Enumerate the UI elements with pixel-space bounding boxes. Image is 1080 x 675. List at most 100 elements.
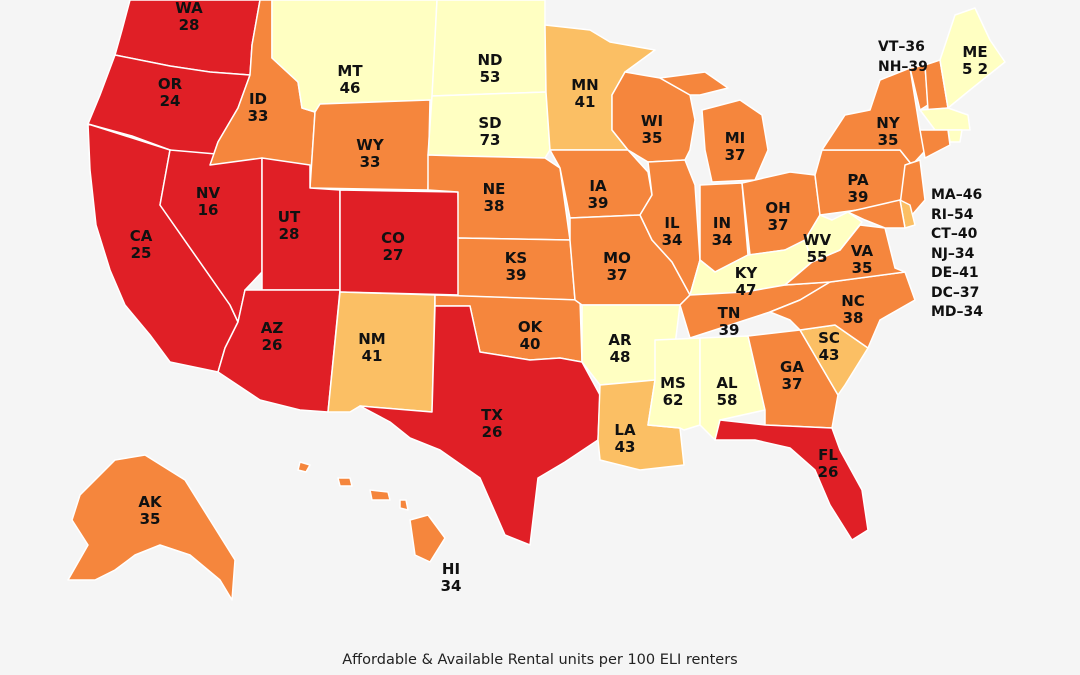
state-value: 34 — [712, 231, 733, 249]
state-value: 38 — [843, 309, 864, 327]
state-code: IN — [713, 214, 731, 232]
state-label-az: AZ 26 — [261, 319, 284, 354]
state-code: ND — [477, 51, 502, 69]
state-code: AK — [138, 493, 163, 511]
state-value: 53 — [480, 68, 501, 86]
state-label-ar: AR 48 — [608, 331, 632, 366]
state-ak — [67, 454, 236, 601]
small-state-entry: VT–36 — [878, 39, 925, 55]
state-value: 26 — [262, 336, 283, 354]
state-value: 35 — [852, 259, 873, 277]
state-value: 37 — [782, 375, 803, 393]
state-label-ut: UT 28 — [278, 208, 301, 243]
small-state-entry: NJ–34 — [931, 245, 975, 262]
state-code: AL — [716, 374, 738, 392]
state-value: 41 — [362, 347, 383, 365]
state-value: 58 — [717, 391, 738, 409]
state-code: AZ — [261, 319, 284, 337]
state-code: LA — [614, 421, 636, 439]
state-label-fl: FL 26 — [818, 446, 839, 481]
map-caption: Affordable & Available Rental units per … — [342, 652, 738, 668]
state-value: 37 — [725, 146, 746, 164]
state-value: 16 — [198, 201, 219, 219]
state-label-mn: MN 41 — [571, 76, 598, 111]
state-value: 28 — [179, 16, 200, 34]
state-value: 73 — [480, 131, 501, 149]
state-fl — [714, 419, 869, 541]
state-code: ID — [249, 90, 267, 108]
state-code: MT — [337, 62, 363, 80]
state-code: NE — [483, 180, 506, 198]
state-label-ks: KS 39 — [505, 249, 527, 284]
small-state-entry: MA–46 — [931, 187, 983, 203]
state-code: NY — [876, 114, 901, 132]
state-value: 28 — [279, 225, 300, 243]
state-wy — [309, 99, 431, 191]
state-label-id: ID 33 — [248, 90, 269, 125]
state-label-ne: NE 38 — [483, 180, 506, 215]
state-label-ky: KY 47 — [735, 264, 759, 299]
state-ct — [919, 129, 951, 159]
state-code: MS — [660, 374, 686, 392]
state-value: 24 — [160, 92, 181, 110]
state-label-sc: SC 43 — [818, 329, 840, 364]
state-wv — [804, 211, 863, 263]
state-label-ak: AK 35 — [138, 493, 163, 528]
state-nj — [899, 159, 926, 216]
state-label-nd: ND 53 — [477, 51, 502, 86]
state-label-co: CO 27 — [381, 229, 405, 264]
state-label-mt: MT 46 — [337, 62, 363, 97]
state-label-hi: HI 34 — [441, 560, 462, 595]
state-label-pa: PA 39 — [847, 171, 869, 206]
state-value: 26 — [482, 423, 503, 441]
state-wi — [611, 71, 696, 163]
state-label-wa: WA 28 — [175, 0, 203, 34]
state-label-ok: OK 40 — [518, 318, 544, 353]
state-code: HI — [442, 560, 460, 578]
state-code: AR — [608, 331, 632, 349]
state-label-ga: GA 37 — [780, 358, 804, 393]
state-label-nc: NC 38 — [841, 292, 865, 327]
state-value: 43 — [615, 438, 636, 456]
small-state-entry: DC–37 — [931, 284, 980, 301]
state-hi — [297, 461, 446, 563]
state-value: 35 — [140, 510, 161, 528]
state-code: SD — [478, 114, 501, 132]
state-value: 34 — [441, 577, 462, 595]
state-value: 48 — [610, 348, 631, 366]
state-tx — [359, 305, 601, 546]
state-label-tn: TN 39 — [718, 304, 741, 339]
northeast-small-states-list: VT–36 NH–39 — [878, 38, 928, 77]
state-label-al: AL 58 — [716, 374, 738, 409]
state-value: 39 — [848, 188, 869, 206]
state-label-va: VA 35 — [851, 242, 874, 277]
small-state-entry: NH–39 — [878, 58, 928, 75]
state-value: 39 — [719, 321, 740, 339]
state-code: FL — [818, 446, 838, 464]
state-code: ME — [962, 43, 987, 61]
state-label-wi: WI 35 — [641, 112, 663, 147]
state-code: WA — [175, 0, 203, 17]
state-value: 33 — [248, 107, 269, 125]
state-code: UT — [278, 208, 301, 226]
small-state-entry: CT–40 — [931, 226, 978, 242]
state-code: GA — [780, 358, 804, 376]
state-value: 38 — [484, 197, 505, 215]
state-code: NV — [196, 184, 221, 202]
state-code: NM — [358, 330, 385, 348]
state-code: MI — [725, 129, 746, 147]
state-label-ms: MS 62 — [660, 374, 686, 409]
state-value: 25 — [131, 244, 152, 262]
state-value: 5 2 — [962, 60, 988, 78]
state-value: 34 — [662, 231, 683, 249]
small-state-entry: DE–41 — [931, 265, 979, 281]
state-label-ny: NY 35 — [876, 114, 901, 149]
state-label-me: ME 5 2 — [962, 43, 988, 78]
state-value: 39 — [506, 266, 527, 284]
state-value: 27 — [383, 246, 404, 264]
state-label-sd: SD 73 — [478, 114, 501, 149]
state-value: 33 — [360, 153, 381, 171]
state-ny — [821, 67, 936, 166]
